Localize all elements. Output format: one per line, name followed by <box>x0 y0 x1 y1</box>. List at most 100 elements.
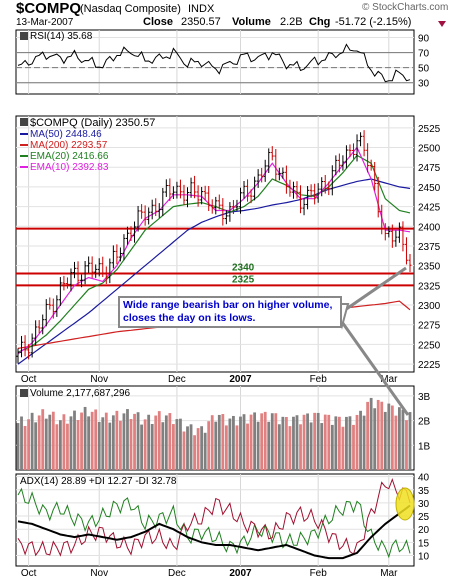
volume-bar-20 <box>87 416 91 470</box>
adx-tick-0: 40 <box>418 473 430 484</box>
volume-bar-18 <box>80 412 83 470</box>
legend-ema20: EMA(20) 2416.66 <box>20 151 155 162</box>
volume-bar-47 <box>182 431 186 470</box>
ema20-line <box>17 154 411 353</box>
volume-bar-80 <box>299 424 302 470</box>
volume-tick-1: 2B <box>418 417 431 428</box>
volume-bar-96 <box>355 414 359 470</box>
symbol-name: (Nasdaq Composite) <box>80 3 181 15</box>
volume-bar-32 <box>129 418 133 470</box>
adx-tick-1: 35 <box>418 486 430 497</box>
price-tick-12: 2225 <box>418 360 441 371</box>
volume-bar-86 <box>320 423 324 470</box>
adx-label: ADX(14) 28.89 +DI 12.27 -DI 32.78 <box>20 476 176 487</box>
rsi-text: RSI(14) 35.68 <box>30 31 93 42</box>
volume-bar-6 <box>37 415 41 470</box>
down-arrow-icon <box>438 21 446 27</box>
volume-bar-54 <box>207 421 211 470</box>
volume-bar-109 <box>401 409 405 470</box>
volume-text: Volume 2,177,687,296 <box>30 388 131 399</box>
volume-bar-24 <box>101 417 105 470</box>
volume-bar-7 <box>41 409 45 470</box>
close-label: Close <box>143 16 173 28</box>
volume-bar-97 <box>359 410 362 470</box>
price-tick-7: 2350 <box>418 262 441 273</box>
volume-bar-33 <box>133 413 136 470</box>
volume-bar-48 <box>186 426 189 470</box>
volume-bar-61 <box>232 415 235 470</box>
volume-bar-40 <box>157 411 161 470</box>
volume-bar-105 <box>387 403 391 470</box>
symbol: $COMPQ <box>16 0 82 17</box>
volume-bar-71 <box>267 421 271 470</box>
price-tick-4: 2425 <box>418 203 441 214</box>
legend-compq-text: $COMPQ (Daily) 2350.57 <box>30 117 156 129</box>
volume-value: 2.2B <box>280 16 303 28</box>
volume-bar-74 <box>277 424 281 470</box>
legend-ema10: EMA(10) 2392.83 <box>20 162 155 173</box>
adx-tick-6: 10 <box>418 551 430 562</box>
x-label-price-5: Mar <box>380 374 398 385</box>
volume-bar-66 <box>249 414 253 470</box>
price-tick-9: 2300 <box>418 301 441 312</box>
volume-bar-10 <box>51 411 55 470</box>
volume-bar-1 <box>20 416 23 470</box>
price-tick-8: 2325 <box>418 281 441 292</box>
volume-bar-104 <box>383 411 387 470</box>
volume-bar-108 <box>398 407 401 470</box>
volume-bar-41 <box>161 422 165 470</box>
x-label-price-3: 2007 <box>229 374 252 385</box>
adx-tick-2: 30 <box>418 499 430 510</box>
legend-ma50-text: MA(50) 2448.46 <box>30 129 102 140</box>
volume-bar-53 <box>203 432 207 470</box>
legend-ma200: MA(200) 2293.57 <box>20 140 155 151</box>
volume-bar-84 <box>313 412 317 470</box>
level-label-2325: 2325 <box>232 274 255 285</box>
volume-bar-78 <box>292 416 295 470</box>
volume-bar-58 <box>221 414 225 470</box>
volume-bar-44 <box>171 424 175 470</box>
volume-bar-50 <box>193 435 196 470</box>
volume-bar-92 <box>341 426 345 470</box>
x-label-adx-5: Mar <box>380 568 398 579</box>
x-label-adx-2: Dec <box>168 568 186 579</box>
volume-bar-65 <box>246 423 249 470</box>
watermark: © StockCharts.com <box>362 2 449 13</box>
callout-arrow-top <box>341 266 407 314</box>
volume-bar-59 <box>224 425 228 470</box>
x-label-adx-0: Oct <box>21 568 37 579</box>
adx-tick-4: 20 <box>418 525 430 536</box>
price-tick-0: 2525 <box>418 124 441 135</box>
rsi-tick-2: 50 <box>418 64 430 75</box>
volume-bar-79 <box>295 415 299 470</box>
volume-bar-99 <box>366 401 370 470</box>
rsi-tick-0: 90 <box>418 34 430 45</box>
volume-bar-45 <box>175 419 179 470</box>
volume-bar-98 <box>362 415 366 470</box>
volume-bar-3 <box>27 419 30 470</box>
volume-tick-2: 1B <box>418 441 431 452</box>
volume-bar-93 <box>345 416 348 470</box>
volume-bar-2 <box>23 425 27 470</box>
volume-icon <box>20 389 28 398</box>
volume-bar-55 <box>210 415 214 470</box>
volume-label: Volume <box>232 16 271 28</box>
volume-bar-37 <box>147 414 151 470</box>
x-label-adx-1: Nov <box>90 568 108 579</box>
legend-ema10-swatch <box>20 166 28 169</box>
legend-compq: $COMPQ (Daily) 2350.57 <box>20 117 155 129</box>
volume-bar-81 <box>302 414 306 470</box>
volume-bar-73 <box>274 413 278 470</box>
volume-bar-43 <box>168 413 172 470</box>
x-label-price-4: Feb <box>310 374 328 385</box>
callout-arrow-bottom <box>340 321 410 416</box>
volume-bar-85 <box>316 412 320 470</box>
volume-bar-100 <box>369 397 373 470</box>
volume-bar-87 <box>323 414 327 470</box>
ema10-line <box>17 146 411 355</box>
volume-bar-95 <box>352 424 355 470</box>
x-label-price-1: Nov <box>90 374 108 385</box>
volume-bar-68 <box>256 421 260 470</box>
volume-bar-35 <box>140 424 144 470</box>
